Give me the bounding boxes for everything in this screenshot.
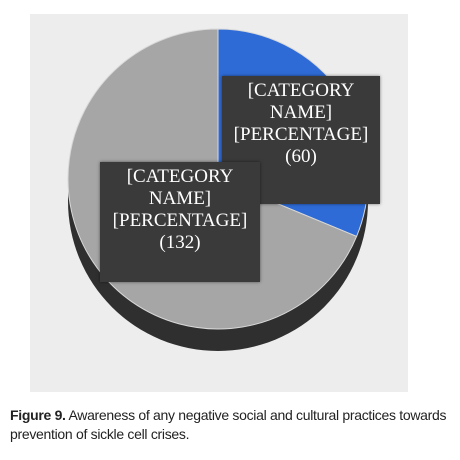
figure-caption: Figure 9. Awareness of any negative soci…	[10, 406, 455, 444]
chart-frame: [CATEGORY NAME] [PERCENTAGE] (60) [CATEG…	[30, 14, 408, 392]
data-label-slice-2: [CATEGORY NAME] [PERCENTAGE] (132)	[100, 162, 260, 282]
data-label-slice-1: [CATEGORY NAME] [PERCENTAGE] (60)	[222, 76, 380, 204]
figure-caption-text: Awareness of any negative social and cul…	[10, 407, 447, 442]
figure-caption-label: Figure 9.	[10, 407, 66, 423]
